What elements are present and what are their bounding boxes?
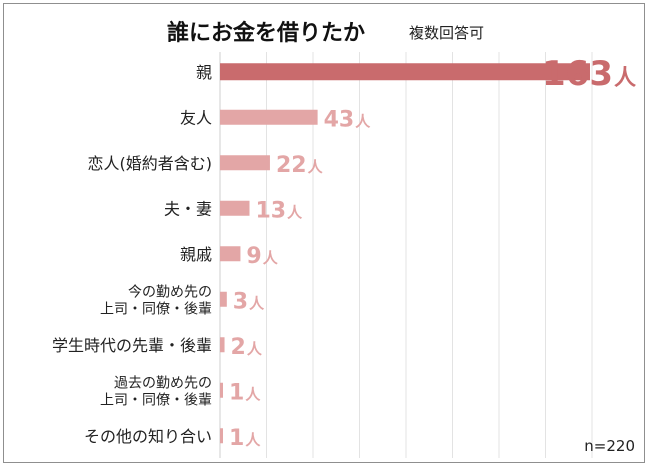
bar <box>220 63 590 81</box>
category-label: 夫・妻 <box>164 199 212 218</box>
category-label: 親戚 <box>180 245 212 264</box>
bar <box>220 155 270 171</box>
category-label: その他の知り合い <box>84 427 212 446</box>
category-label: 今の勤め先の上司・同僚・後輩 <box>100 284 212 317</box>
bar <box>220 109 318 125</box>
category-label: 親 <box>196 63 212 82</box>
bar <box>220 200 250 216</box>
value-label: 9人 <box>246 244 278 269</box>
category-label: 過去の勤め先の上司・同僚・後輩 <box>100 375 212 408</box>
chart-subtitle: 複数回答可 <box>409 24 484 42</box>
category-label: 学生時代の先輩・後輩 <box>52 336 212 355</box>
bar <box>220 428 223 444</box>
bars <box>220 63 590 444</box>
value-label: 1人 <box>229 380 261 405</box>
bar <box>220 291 227 307</box>
chart-title: 誰にお金を借りたか <box>167 20 365 46</box>
value-label: 163人 <box>542 54 636 94</box>
value-label: 1人 <box>229 426 261 451</box>
value-label: 22人 <box>276 153 324 178</box>
value-label: 3人 <box>233 289 265 314</box>
value-label: 43人 <box>324 107 372 132</box>
sample-size-note: n=220 <box>584 437 635 455</box>
category-label: 友人 <box>180 108 212 127</box>
category-label: 恋人(婚約者含む) <box>88 154 213 173</box>
bar <box>220 246 241 262</box>
value-label: 2人 <box>231 335 263 360</box>
bar <box>220 382 223 398</box>
bar <box>220 337 225 353</box>
value-label: 13人 <box>256 198 304 223</box>
